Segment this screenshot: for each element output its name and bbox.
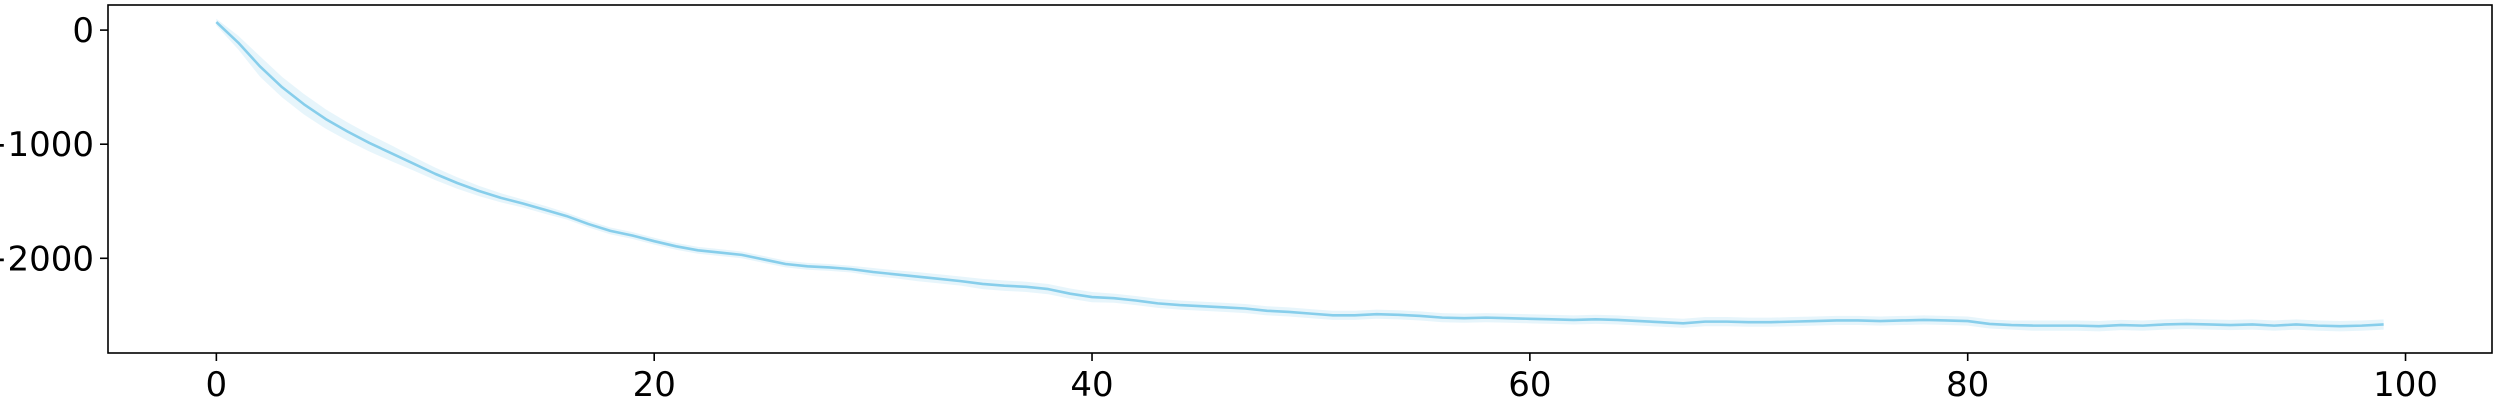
series-line-layer <box>215 21 2384 328</box>
y-tick-label: −2000 <box>0 239 94 279</box>
x-tick-label: 0 <box>206 365 228 400</box>
y-axis: 0 −1000 −2000 <box>0 11 108 279</box>
series-line <box>215 21 2384 328</box>
y-tick-label: −1000 <box>0 125 94 165</box>
x-tick-label: 80 <box>1946 365 1989 400</box>
y-tick-label: 0 <box>72 11 94 51</box>
plot-background <box>108 5 2492 353</box>
x-tick-label: 40 <box>1070 365 1113 400</box>
plot-frame <box>107 4 2493 354</box>
x-tick-label: 60 <box>1508 365 1551 400</box>
x-tick-label: 100 <box>2373 365 2438 400</box>
x-axis: 0 20 40 60 80 100 <box>206 353 2438 400</box>
x-tick-label: 20 <box>633 365 676 400</box>
